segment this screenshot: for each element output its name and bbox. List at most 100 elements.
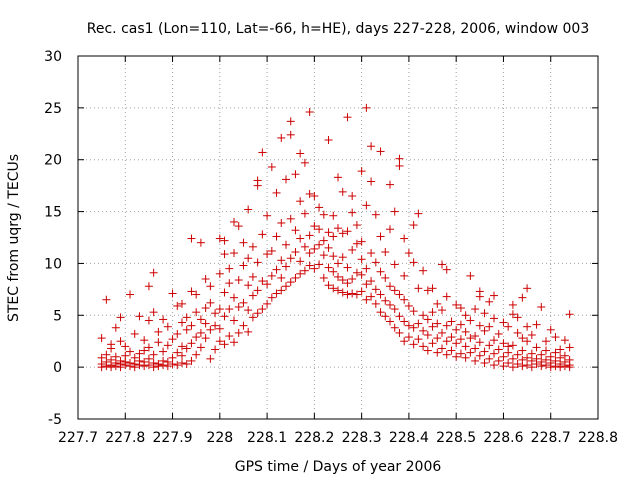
data-point bbox=[471, 356, 480, 365]
data-point bbox=[551, 348, 560, 357]
data-point bbox=[286, 278, 295, 287]
data-point bbox=[324, 136, 333, 145]
data-point bbox=[376, 308, 385, 317]
x-tick-label: 228.8 bbox=[578, 430, 618, 446]
data-point bbox=[248, 242, 257, 251]
data-point bbox=[442, 321, 451, 330]
data-point bbox=[334, 272, 342, 281]
data-point bbox=[173, 329, 182, 338]
y-tick-label: 15 bbox=[44, 205, 62, 221]
data-point bbox=[409, 340, 418, 349]
data-point bbox=[220, 250, 229, 259]
data-point bbox=[277, 273, 286, 282]
data-point bbox=[248, 313, 257, 322]
data-point bbox=[348, 192, 357, 201]
data-point bbox=[149, 268, 158, 277]
data-point bbox=[556, 353, 565, 362]
data-point bbox=[211, 321, 220, 330]
data-point bbox=[277, 133, 286, 142]
data-point bbox=[409, 307, 418, 316]
x-tick-labels: 227.7 227.8 227.9 228 228.1 228.2 228.3 228.4 22… bbox=[58, 430, 618, 446]
data-point bbox=[258, 230, 267, 239]
data-point bbox=[466, 316, 475, 325]
data-point bbox=[348, 208, 357, 217]
data-point bbox=[267, 246, 276, 255]
data-point bbox=[348, 245, 357, 254]
data-point bbox=[400, 271, 409, 280]
data-point bbox=[267, 162, 276, 171]
data-point bbox=[159, 315, 168, 324]
data-point bbox=[527, 356, 536, 365]
data-point bbox=[305, 231, 314, 240]
data-point bbox=[135, 356, 144, 365]
x-tick-label: 228.5 bbox=[436, 430, 476, 446]
data-point bbox=[296, 234, 305, 243]
data-point bbox=[140, 346, 149, 355]
data-point bbox=[438, 260, 446, 269]
data-point bbox=[400, 295, 409, 304]
data-point bbox=[428, 308, 437, 317]
data-point bbox=[395, 290, 404, 299]
data-point bbox=[121, 342, 130, 351]
y-tick-label: 5 bbox=[53, 308, 62, 324]
data-point bbox=[163, 341, 172, 350]
data-point bbox=[423, 286, 432, 295]
data-point bbox=[277, 218, 286, 227]
data-point bbox=[310, 222, 319, 231]
data-point bbox=[419, 266, 428, 275]
data-point bbox=[178, 318, 186, 327]
data-point bbox=[173, 348, 182, 357]
data-point bbox=[390, 207, 399, 216]
data-point bbox=[149, 358, 158, 367]
data-point bbox=[178, 358, 186, 367]
data-point bbox=[144, 354, 153, 363]
data-point bbox=[267, 271, 276, 280]
data-point bbox=[319, 273, 328, 282]
data-point bbox=[230, 338, 238, 347]
data-point bbox=[357, 167, 366, 176]
data-point bbox=[192, 308, 201, 317]
data-point bbox=[494, 356, 503, 365]
data-point bbox=[182, 344, 191, 353]
data-point bbox=[504, 358, 513, 367]
y-tick-label: 20 bbox=[44, 153, 62, 169]
x-tick-label: 227.7 bbox=[58, 430, 98, 446]
data-point bbox=[305, 189, 314, 198]
data-point bbox=[282, 175, 290, 184]
data-point bbox=[560, 336, 569, 345]
data-point bbox=[310, 264, 319, 273]
data-point bbox=[499, 318, 508, 327]
data-point bbox=[324, 263, 333, 272]
data-point bbox=[178, 299, 186, 308]
data-point bbox=[201, 334, 210, 343]
data-point bbox=[244, 281, 253, 290]
data-point bbox=[234, 302, 243, 311]
data-point bbox=[485, 297, 494, 306]
data-point bbox=[423, 330, 432, 339]
data-point bbox=[334, 259, 342, 268]
data-point bbox=[220, 340, 229, 349]
data-point bbox=[234, 276, 243, 285]
data-point bbox=[149, 350, 158, 359]
x-tick-label: 228.1 bbox=[247, 430, 287, 446]
data-point bbox=[414, 319, 423, 328]
data-point bbox=[111, 323, 120, 332]
data-point bbox=[395, 161, 404, 170]
data-point bbox=[400, 337, 409, 346]
data-point bbox=[456, 304, 465, 313]
data-point bbox=[466, 271, 475, 280]
data-point bbox=[480, 309, 489, 318]
data-point bbox=[272, 188, 281, 197]
data-point bbox=[144, 316, 153, 325]
data-point bbox=[376, 290, 385, 299]
data-point bbox=[419, 311, 428, 320]
data-point bbox=[187, 287, 196, 296]
data-point bbox=[149, 308, 158, 317]
data-point bbox=[239, 298, 248, 307]
data-point bbox=[286, 254, 295, 263]
data-point bbox=[253, 286, 262, 295]
data-point bbox=[234, 328, 243, 337]
data-point bbox=[456, 335, 465, 344]
data-point bbox=[490, 349, 498, 358]
data-point bbox=[485, 341, 494, 350]
